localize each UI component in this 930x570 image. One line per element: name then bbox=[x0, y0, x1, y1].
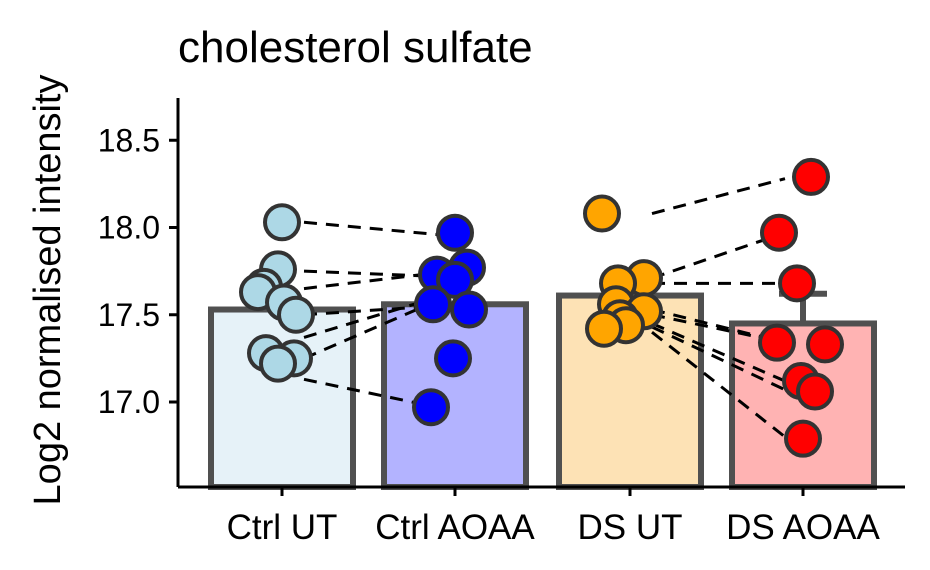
x-tick-label: Ctrl UT bbox=[227, 508, 338, 547]
data-point bbox=[583, 194, 621, 233]
data-point bbox=[263, 203, 301, 242]
paired-line bbox=[651, 177, 786, 215]
y-tick-label: 17.5 bbox=[98, 297, 160, 333]
axes-layer: 17.0 17.5 18.0 18.5 Ctrl UT Ctrl AOAA DS UT DS … bbox=[98, 98, 905, 547]
paired-line bbox=[651, 322, 786, 383]
bar bbox=[208, 306, 356, 491]
points-layer bbox=[239, 157, 844, 458]
data-point bbox=[796, 372, 834, 411]
data-point bbox=[414, 285, 452, 324]
y-tick-label: 17.0 bbox=[98, 384, 160, 420]
data-point bbox=[760, 213, 798, 252]
y-axis-label: Log2 normalised intensity bbox=[27, 75, 69, 506]
y-tick-label: 18.0 bbox=[98, 210, 160, 246]
paired-line bbox=[303, 271, 438, 291]
paired-line bbox=[303, 220, 438, 236]
paired-line bbox=[651, 325, 786, 392]
x-tick-label: DS UT bbox=[578, 508, 683, 547]
paired-line bbox=[303, 299, 438, 360]
paired-line bbox=[651, 331, 786, 439]
chart-title: cholesterol sulfate bbox=[178, 23, 533, 72]
data-point bbox=[259, 344, 297, 383]
x-tick-label: Ctrl AOAA bbox=[375, 508, 535, 547]
data-point bbox=[806, 325, 844, 364]
data-point bbox=[585, 309, 623, 348]
bar bbox=[381, 301, 529, 490]
data-point bbox=[758, 323, 796, 362]
data-point bbox=[412, 388, 450, 427]
data-point bbox=[434, 339, 472, 378]
data-point bbox=[450, 290, 488, 329]
data-point bbox=[784, 419, 822, 458]
data-point bbox=[436, 213, 474, 252]
x-tick-label: DS AOAA bbox=[726, 508, 880, 547]
data-point bbox=[778, 264, 816, 303]
y-tick-label: 18.5 bbox=[98, 122, 160, 158]
data-point bbox=[792, 157, 830, 196]
paired-lines-layer bbox=[303, 177, 786, 439]
data-point bbox=[277, 295, 315, 334]
